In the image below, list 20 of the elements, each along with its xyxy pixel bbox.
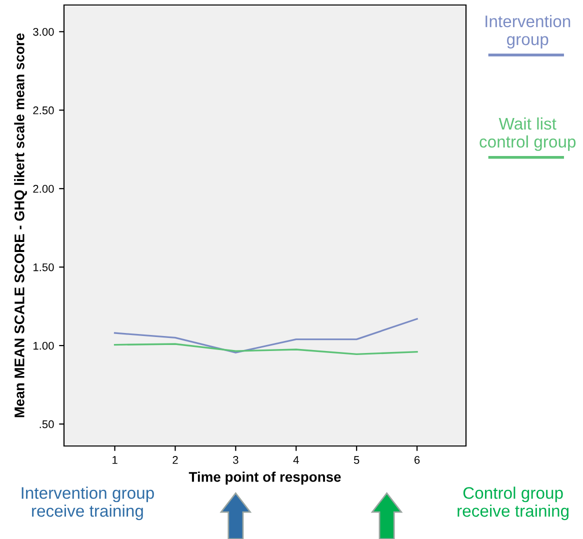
y-tick-label: 1.50 [34, 263, 54, 272]
y-tick-label: 2.00 [33, 184, 54, 193]
text: Intervention group [486, 15, 570, 49]
x-tick-label: 6 [414, 456, 420, 464]
line-series [114, 343, 418, 356]
x-tick-label: 2 [172, 456, 178, 464]
line-series [114, 318, 418, 354]
text: Intervention group receive training [22, 486, 154, 520]
y-tick-label: 1.00 [34, 342, 54, 350]
x-tick-label: 1 [112, 456, 118, 464]
y-tick-label: 3.00 [33, 28, 54, 36]
y-tick-label: .50 [40, 420, 54, 428]
x-tick-label: 5 [354, 456, 360, 464]
y-axis-title: Mean MEAN SCALE SCORE - GHQ likert scale mean score [14, 33, 27, 418]
text: Control group receive training [458, 486, 568, 520]
x-tick-label: 4 [293, 456, 299, 464]
x-tick-label: 3 [233, 456, 238, 464]
y-tick-label: 2.50 [33, 106, 54, 114]
x-axis-title: Time point of response [188, 472, 341, 485]
text: Wait list control group [480, 117, 576, 151]
